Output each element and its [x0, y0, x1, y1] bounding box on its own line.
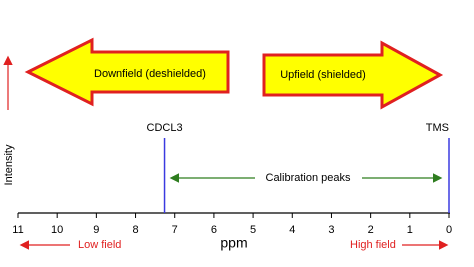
peak-label: TMS: [426, 122, 449, 134]
upfield-label: Upfield (shielded): [280, 69, 366, 81]
downfield-arrow: [24, 37, 230, 107]
tick-label: 3: [328, 224, 334, 236]
low-field-label: Low field: [78, 239, 121, 251]
tick-label: 10: [51, 224, 63, 236]
tick-label: 6: [211, 224, 217, 236]
tick-label: 9: [93, 224, 99, 236]
tick-label: 5: [250, 224, 256, 236]
axis-label: ppm: [220, 235, 247, 251]
tick-label: 2: [368, 224, 374, 236]
tick-label: 8: [132, 224, 138, 236]
tick-label: 4: [289, 224, 295, 236]
high-field-label: High field: [350, 239, 396, 251]
calibration-label: Calibration peaks: [266, 172, 351, 184]
upfield-arrow: [262, 40, 444, 110]
intensity-label: Intensity: [3, 144, 15, 185]
tick-label: 1: [407, 224, 413, 236]
tick-label: 7: [172, 224, 178, 236]
tick-label: 11: [12, 224, 23, 236]
tick-label: 0: [446, 224, 452, 236]
peak-label: CDCL3: [147, 122, 183, 134]
downfield-label: Downfield (deshielded): [94, 68, 206, 80]
